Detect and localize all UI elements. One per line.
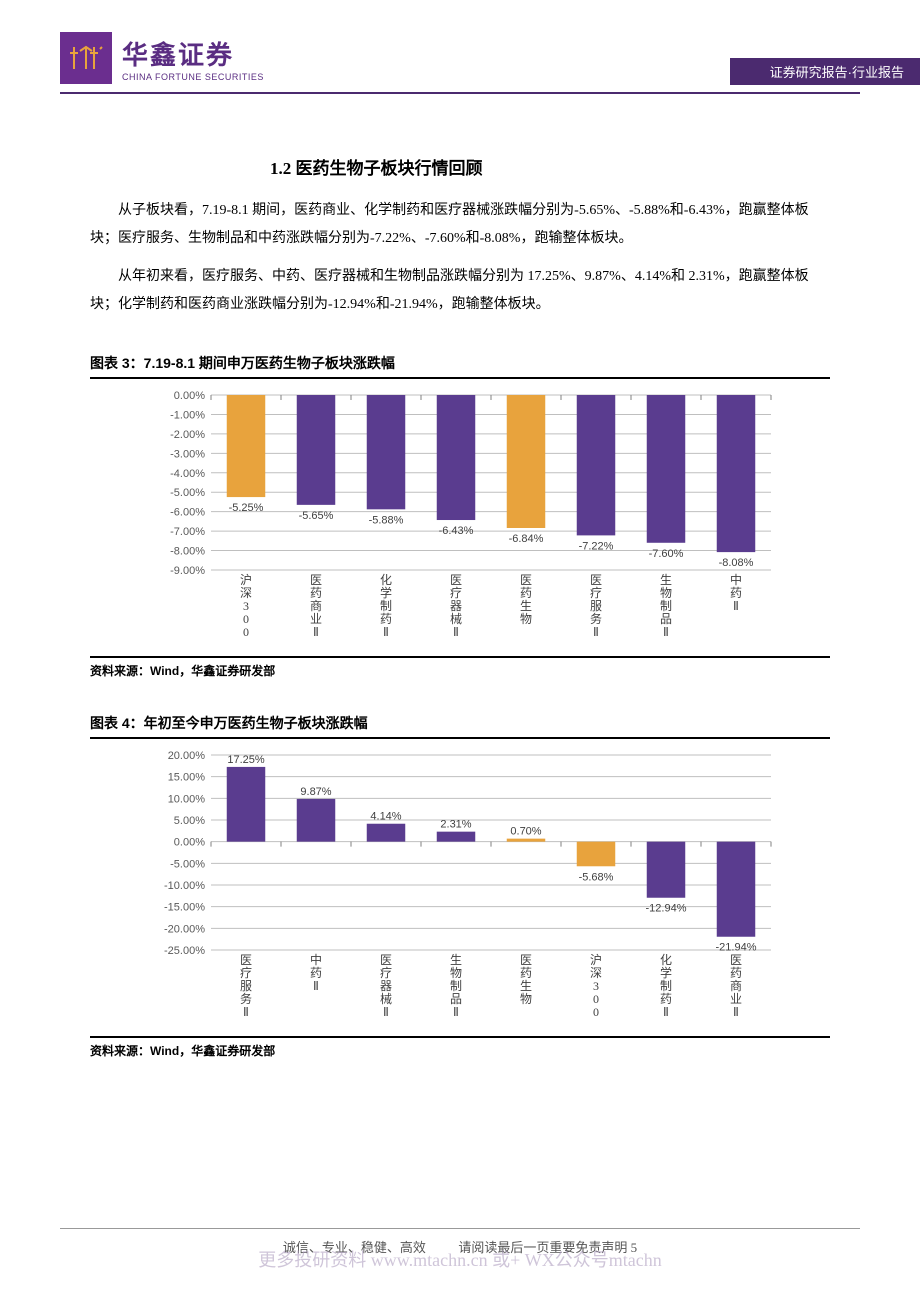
chart3-svg: 0.00% -1.00% -2.00% -3.00% -4.00% -5.00% -6.00… [139, 389, 781, 650]
svg-text:-5.68%: -5.68% [579, 871, 614, 883]
svg-text:-15.00%: -15.00% [164, 902, 205, 914]
svg-text:医疗器械Ⅱ: 医疗器械Ⅱ [450, 573, 462, 639]
svg-text:医药生物: 医药生物 [520, 573, 532, 626]
chart4-source: 资料来源：Wind，华鑫证券研发部 [90, 1036, 830, 1059]
footer-divider [60, 1228, 860, 1229]
svg-text:-7.60%: -7.60% [649, 548, 684, 560]
svg-text:15.00%: 15.00% [168, 772, 206, 784]
svg-text:-9.00%: -9.00% [170, 565, 205, 577]
svg-text:-25.00%: -25.00% [164, 945, 205, 957]
svg-text:-4.00%: -4.00% [170, 468, 205, 480]
chart3-section: 图表 3：7.19-8.1 期间申万医药生物子板块涨跌幅 0.00% -1.00%… [90, 349, 830, 679]
svg-text:医药商业Ⅱ: 医药商业Ⅱ [730, 953, 742, 1019]
svg-text:医疗器械Ⅱ: 医疗器械Ⅱ [380, 953, 392, 1019]
page-header: 华鑫证券 CHINA FORTUNE SECURITIES 证券研究报告·行业报… [0, 0, 920, 84]
svg-text:-1.00%: -1.00% [170, 409, 205, 421]
section-title: 1.2 医药生物子板块行情回顾 [270, 154, 830, 179]
svg-text:-5.65%: -5.65% [299, 510, 334, 522]
paragraph-2: 从年初来看，医疗服务、中药、医疗器械和生物制品涨跌幅分别为 17.25%、9.8… [90, 263, 830, 319]
svg-text:中药Ⅱ: 中药Ⅱ [730, 572, 742, 613]
svg-text:4.14%: 4.14% [370, 811, 401, 823]
header-divider [60, 92, 860, 94]
svg-text:-12.94%: -12.94% [646, 903, 687, 915]
svg-text:沪深300: 沪深300 [590, 953, 602, 1019]
svg-text:-5.00%: -5.00% [170, 487, 205, 499]
svg-text:医药生物: 医药生物 [520, 953, 532, 1006]
svg-text:20.00%: 20.00% [168, 750, 206, 762]
report-type-badge: 证券研究报告·行业报告 [730, 58, 920, 85]
svg-text:-10.00%: -10.00% [164, 880, 205, 892]
svg-text:10.00%: 10.00% [168, 793, 206, 805]
svg-text:-5.25%: -5.25% [229, 502, 264, 514]
chart3-container: 0.00% -1.00% -2.00% -3.00% -4.00% -5.00% -6.00… [90, 379, 830, 656]
svg-text:-5.88%: -5.88% [369, 514, 404, 526]
page-footer: 诚信、专业、稳健、高效 请阅读最后一页重要免责声明 5 更多投研资料 www.m… [0, 1228, 920, 1272]
chart4-svg: 20.00% 15.00% 10.00% 5.00% 0.00% -5.00% -10.00… [139, 749, 781, 1030]
chart3-title: 图表 3：7.19-8.1 期间申万医药生物子板块涨跌幅 [90, 349, 830, 379]
svg-text:化学制药Ⅱ: 化学制药Ⅱ [380, 573, 392, 639]
svg-text:-20.00%: -20.00% [164, 923, 205, 935]
svg-text:0.00%: 0.00% [174, 390, 205, 402]
svg-text:-5.00%: -5.00% [170, 858, 205, 870]
svg-text:医疗服务Ⅱ: 医疗服务Ⅱ [590, 573, 602, 639]
footer-watermark: 更多投研资料 www.mtachn.cn 或+ WX公众号mtachn [0, 1246, 920, 1272]
svg-text:2.31%: 2.31% [440, 819, 471, 831]
svg-text:17.25%: 17.25% [227, 754, 265, 766]
chart4-title: 图表 4：年初至今申万医药生物子板块涨跌幅 [90, 709, 830, 739]
logo-name-cn: 华鑫证券 [122, 35, 264, 72]
svg-text:医药商业Ⅱ: 医药商业Ⅱ [310, 573, 322, 639]
chart3-source: 资料来源：Wind，华鑫证券研发部 [90, 656, 830, 679]
svg-text:-3.00%: -3.00% [170, 448, 205, 460]
svg-text:9.87%: 9.87% [300, 786, 331, 798]
svg-text:-7.00%: -7.00% [170, 526, 205, 538]
logo-name-en: CHINA FORTUNE SECURITIES [122, 72, 264, 82]
svg-text:-8.08%: -8.08% [719, 557, 754, 569]
svg-text:-6.84%: -6.84% [509, 533, 544, 545]
svg-text:5.00%: 5.00% [174, 815, 205, 827]
svg-text:-6.00%: -6.00% [170, 507, 205, 519]
chart4-section: 图表 4：年初至今申万医药生物子板块涨跌幅 20.00% 15.00% 10.00%… [90, 709, 830, 1059]
svg-text:生物制品Ⅱ: 生物制品Ⅱ [660, 573, 672, 639]
svg-text:0.00%: 0.00% [174, 837, 205, 849]
page-content: 1.2 医药生物子板块行情回顾 从子板块看，7.19-8.1 期间，医药商业、化… [0, 84, 920, 1059]
svg-text:生物制品Ⅱ: 生物制品Ⅱ [450, 953, 462, 1019]
svg-text:-7.22%: -7.22% [579, 540, 614, 552]
logo-icon [60, 32, 112, 84]
svg-text:中药Ⅱ: 中药Ⅱ [310, 952, 322, 993]
paragraph-1: 从子板块看，7.19-8.1 期间，医药商业、化学制药和医疗器械涨跌幅分别为-5… [90, 197, 830, 253]
svg-text:0.70%: 0.70% [510, 826, 541, 838]
svg-text:化学制药Ⅱ: 化学制药Ⅱ [660, 953, 672, 1019]
svg-text:医疗服务Ⅱ: 医疗服务Ⅱ [240, 953, 252, 1019]
svg-text:-2.00%: -2.00% [170, 429, 205, 441]
svg-text:沪深300: 沪深300 [240, 573, 252, 639]
chart4-container: 20.00% 15.00% 10.00% 5.00% 0.00% -5.00% -10.00… [90, 739, 830, 1036]
svg-text:-21.94%: -21.94% [716, 942, 757, 954]
logo-text: 华鑫证券 CHINA FORTUNE SECURITIES [122, 35, 264, 82]
svg-text:-6.43%: -6.43% [439, 525, 474, 537]
svg-text:-8.00%: -8.00% [170, 546, 205, 558]
